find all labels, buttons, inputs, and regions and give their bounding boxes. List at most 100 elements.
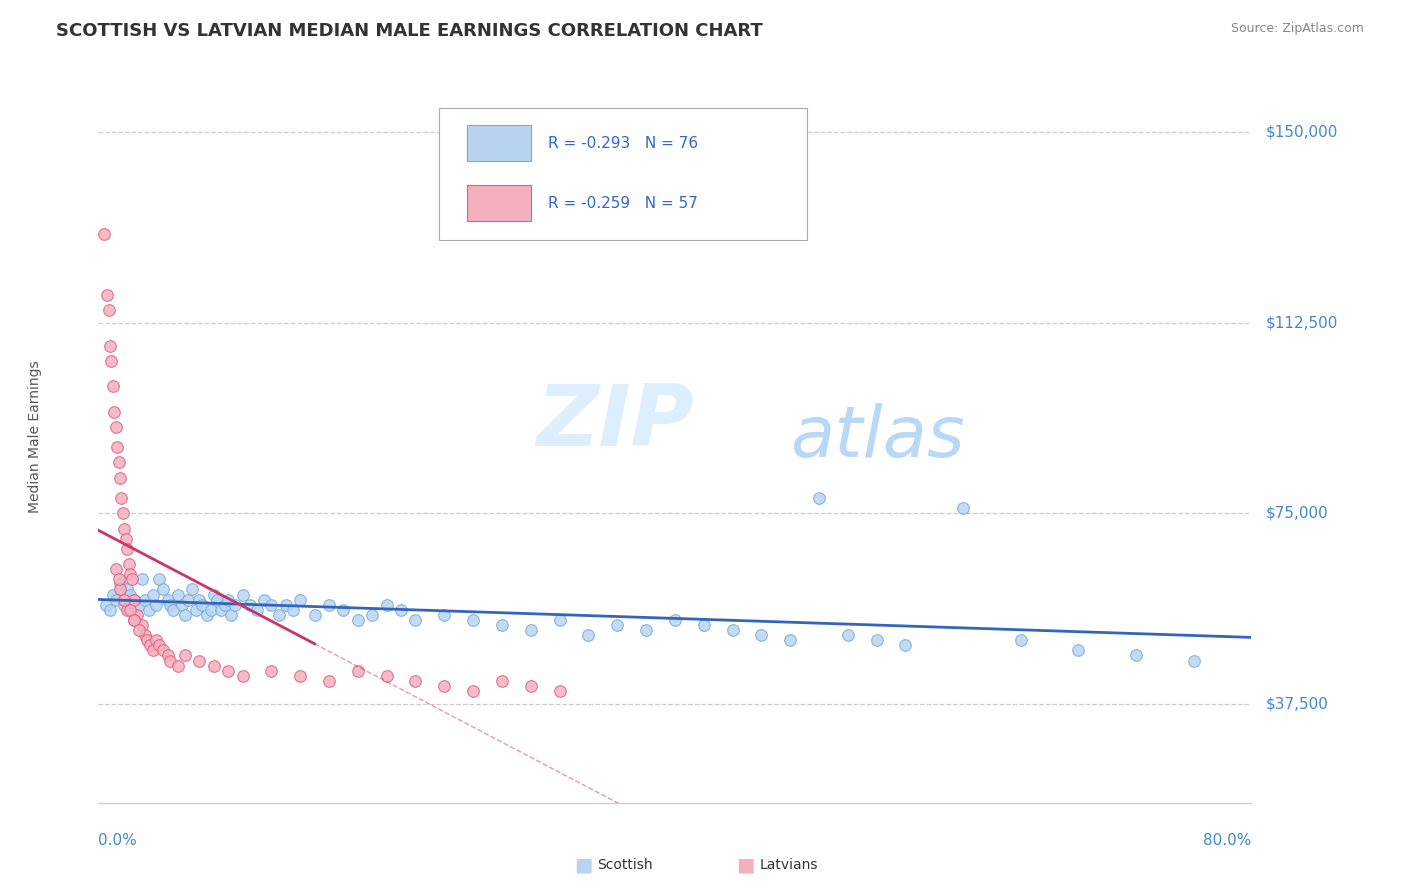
Point <box>405 613 427 627</box>
Point <box>578 628 600 642</box>
Point <box>112 592 135 607</box>
Point <box>156 592 179 607</box>
Point <box>124 592 146 607</box>
Point <box>177 592 200 607</box>
Point <box>188 654 211 668</box>
Point <box>405 673 427 688</box>
Text: $37,500: $37,500 <box>1265 697 1329 711</box>
Point <box>174 607 197 622</box>
Point <box>108 471 131 485</box>
Point <box>304 607 326 622</box>
Point <box>894 638 917 652</box>
Point <box>260 664 283 678</box>
Point <box>200 603 222 617</box>
Point <box>433 679 456 693</box>
Point <box>131 572 153 586</box>
Point <box>111 506 134 520</box>
Point <box>127 607 149 622</box>
Point <box>318 598 340 612</box>
Point <box>170 598 193 612</box>
Point <box>104 562 127 576</box>
Point <box>664 613 686 627</box>
Point <box>318 673 340 688</box>
Point <box>636 623 658 637</box>
Point <box>128 598 150 612</box>
Point <box>139 638 162 652</box>
Point <box>152 582 174 597</box>
Point <box>148 572 170 586</box>
Point <box>118 557 141 571</box>
Point <box>751 628 773 642</box>
Point <box>100 354 122 368</box>
Text: R = -0.293   N = 76: R = -0.293 N = 76 <box>548 136 699 151</box>
Point <box>274 598 297 612</box>
Point <box>128 623 150 637</box>
Point <box>375 669 398 683</box>
Point <box>721 623 744 637</box>
Point <box>104 420 127 434</box>
Point <box>491 618 513 632</box>
Point <box>138 603 160 617</box>
Point <box>332 603 354 617</box>
Point <box>148 638 170 652</box>
Point <box>866 633 889 648</box>
Point <box>1125 648 1147 663</box>
Point <box>346 613 368 627</box>
Point <box>181 582 204 597</box>
Point <box>253 592 276 607</box>
Text: 80.0%: 80.0% <box>1204 833 1251 848</box>
Point <box>166 658 188 673</box>
Point <box>186 603 208 617</box>
Text: $150,000: $150,000 <box>1265 125 1339 140</box>
Point <box>101 379 124 393</box>
Point <box>219 607 242 622</box>
Point <box>136 633 159 648</box>
Point <box>131 618 153 632</box>
Point <box>114 532 136 546</box>
Point <box>191 598 214 612</box>
Point <box>205 592 228 607</box>
Point <box>548 613 571 627</box>
Point <box>491 673 513 688</box>
Point <box>120 603 142 617</box>
Point <box>162 603 184 617</box>
Point <box>145 633 167 648</box>
Point <box>188 592 211 607</box>
Point <box>1010 633 1032 648</box>
Point <box>110 491 132 505</box>
Point <box>105 440 128 454</box>
Text: Source: ZipAtlas.com: Source: ZipAtlas.com <box>1230 22 1364 36</box>
Point <box>93 227 115 241</box>
Text: atlas: atlas <box>790 402 965 472</box>
Text: ZIP: ZIP <box>537 381 695 464</box>
Point <box>1067 643 1090 657</box>
Point <box>159 654 181 668</box>
Point <box>98 338 121 352</box>
Point <box>174 648 197 663</box>
Text: ■: ■ <box>574 855 593 875</box>
Point <box>389 603 412 617</box>
Point <box>779 633 801 648</box>
Text: SCOTTISH VS LATVIAN MEDIAN MALE EARNINGS CORRELATION CHART: SCOTTISH VS LATVIAN MEDIAN MALE EARNINGS… <box>56 22 763 40</box>
Point <box>837 628 859 642</box>
Point <box>107 455 129 469</box>
Point <box>952 501 974 516</box>
Point <box>101 588 124 602</box>
Point <box>98 603 121 617</box>
Bar <box>467 125 531 161</box>
Text: ■: ■ <box>735 855 755 875</box>
Text: $75,000: $75,000 <box>1265 506 1329 521</box>
Point <box>1182 654 1205 668</box>
Point <box>142 643 165 657</box>
Point <box>97 303 120 318</box>
FancyBboxPatch shape <box>439 108 807 240</box>
Text: Scottish: Scottish <box>598 858 654 872</box>
Point <box>260 598 283 612</box>
Point <box>107 572 129 586</box>
Point <box>606 618 628 632</box>
Point <box>94 598 117 612</box>
Point <box>267 607 290 622</box>
Text: Median Male Earnings: Median Male Earnings <box>28 360 42 514</box>
Point <box>195 607 218 622</box>
Text: 0.0%: 0.0% <box>98 833 138 848</box>
